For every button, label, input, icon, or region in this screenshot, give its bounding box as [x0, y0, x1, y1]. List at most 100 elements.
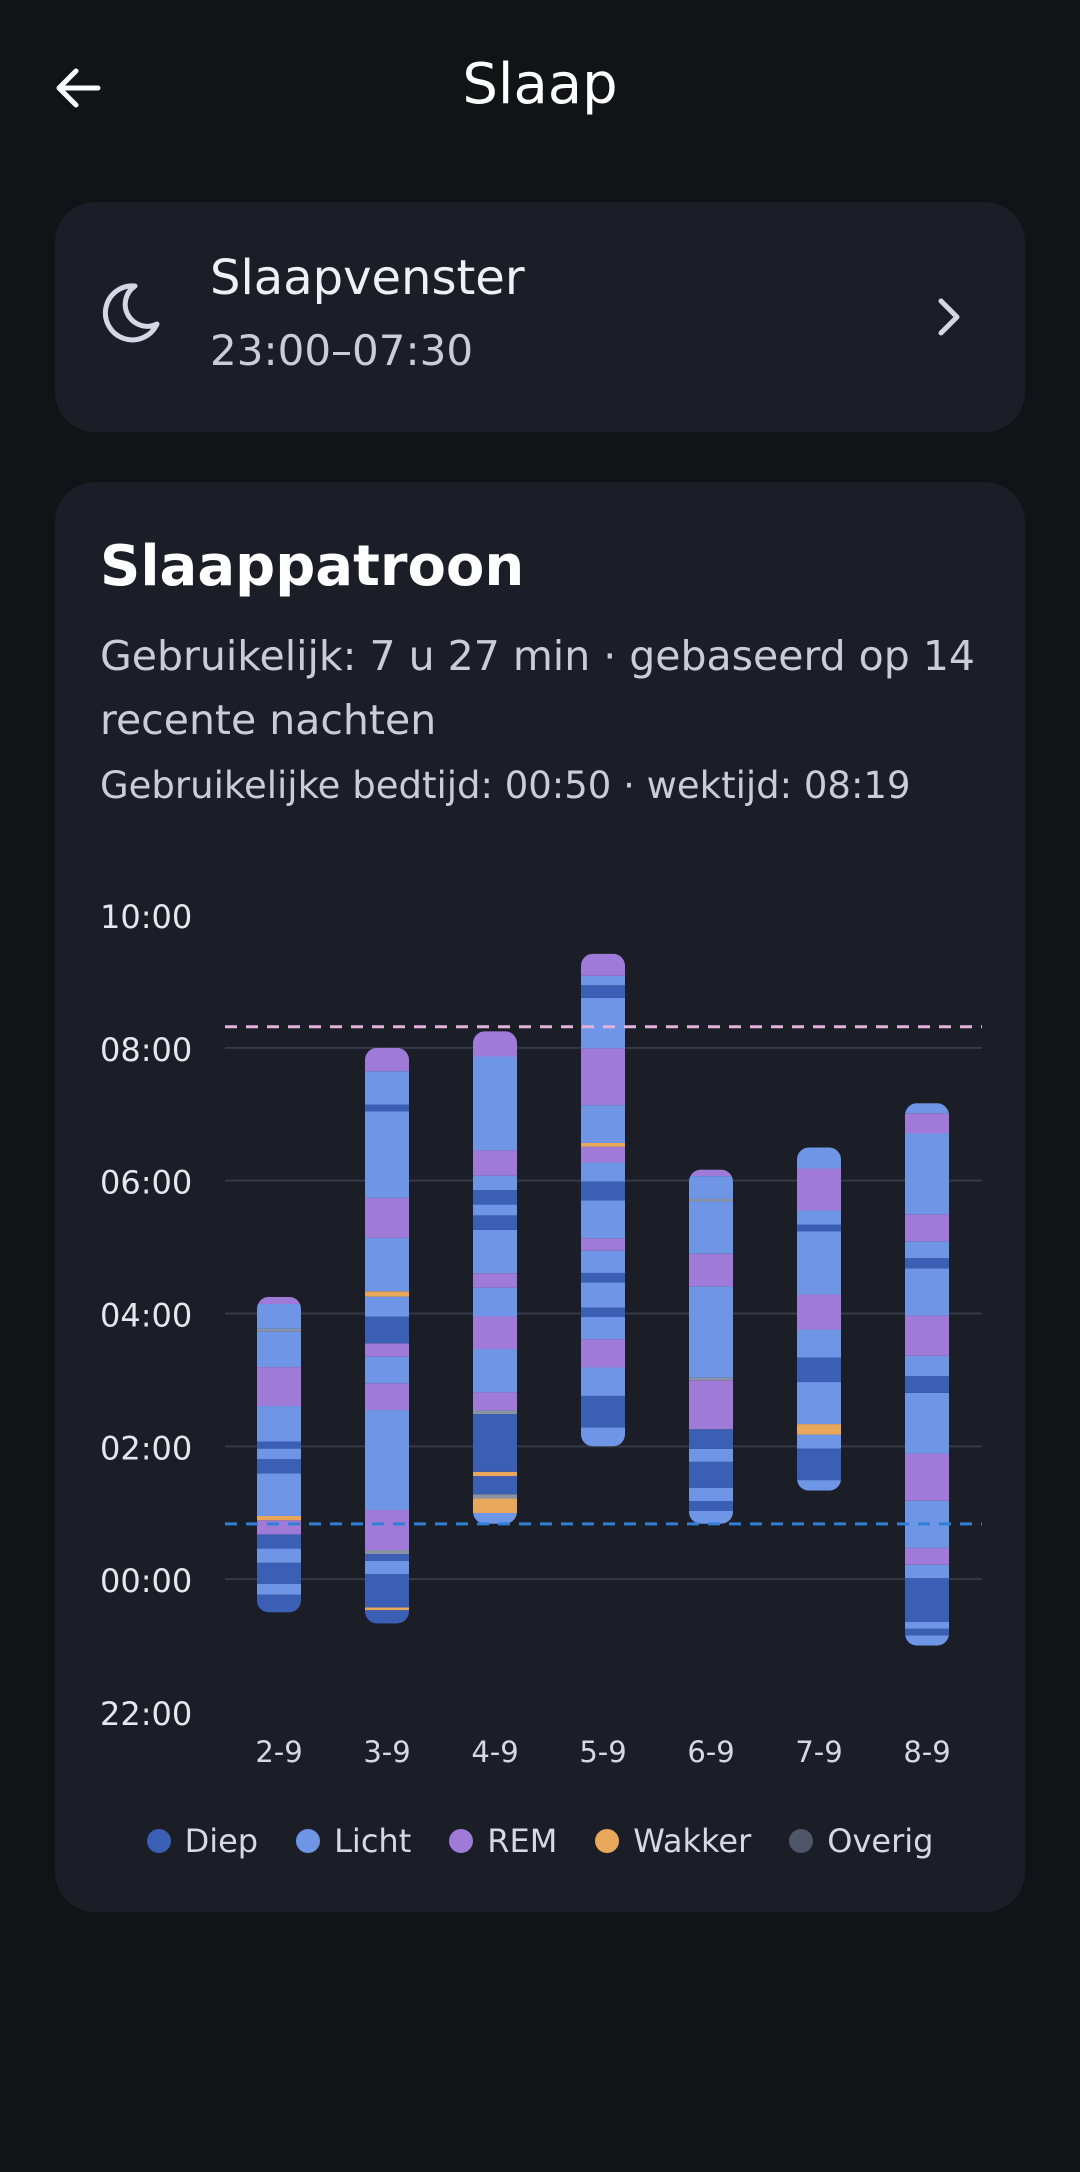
stage-segment-rem — [365, 1510, 409, 1551]
stage-segment-rem — [257, 1296, 301, 1304]
x-tick-label: 3-9 — [363, 1735, 410, 1769]
stage-segment-other — [473, 1494, 517, 1499]
stage-segment-light — [257, 1548, 301, 1563]
stage-segment-rem — [473, 1392, 517, 1411]
x-tick-label: 2-9 — [255, 1735, 302, 1769]
stage-segment-awake — [365, 1607, 409, 1611]
stage-segment-light — [581, 1250, 625, 1273]
stage-segment-light — [905, 1355, 949, 1377]
stage-segment-awake — [797, 1424, 841, 1435]
stage-segment-light — [797, 1147, 841, 1169]
sleep-window-time: 23:00–07:30 — [210, 326, 474, 375]
stage-segment-light — [905, 1103, 949, 1114]
stage-segment-light — [581, 975, 625, 986]
x-tick-label: 4-9 — [471, 1735, 518, 1769]
stage-segment-rem — [581, 953, 625, 976]
stage-segment-other — [689, 1377, 733, 1381]
stage-segment-light — [689, 1176, 733, 1199]
stage-segment-other — [257, 1328, 301, 1332]
stage-segment-deep — [581, 1307, 625, 1318]
stage-segment-light — [365, 1410, 409, 1511]
stage-segment-rem — [581, 1048, 625, 1106]
stage-segment-light — [365, 1111, 409, 1198]
stage-segment-awake — [473, 1498, 517, 1513]
legend-dot — [146, 1829, 171, 1853]
stage-segment-deep — [473, 1190, 517, 1205]
stage-segment-light — [797, 1231, 841, 1295]
stage-segment-deep — [257, 1534, 301, 1549]
legend-label: Wakker — [633, 1822, 752, 1860]
stage-segment-deep — [257, 1562, 301, 1585]
sleep-window-card[interactable] — [55, 202, 1025, 432]
stage-segment-light — [797, 1434, 841, 1449]
stage-segment-light — [905, 1133, 949, 1215]
stage-segment-rem — [473, 1273, 517, 1288]
back-button[interactable] — [40, 50, 116, 126]
stage-segment-light — [689, 1201, 733, 1254]
stage-segment-light — [257, 1584, 301, 1595]
stage-segment-light — [905, 1268, 949, 1316]
stage-segment-deep — [365, 1610, 409, 1624]
sleep-pattern-chart: 10:00 08:00 06:00 04:00 02:00 00:00 22:00 2-9 3-… — [100, 898, 982, 1769]
arrow-left-icon — [56, 68, 101, 108]
y-tick-label: 00:00 — [100, 1562, 192, 1600]
legend-label: Licht — [334, 1822, 412, 1860]
stage-segment-light — [257, 1473, 301, 1516]
stage-segment-deep — [905, 1258, 949, 1269]
stage-segment-rem — [797, 1294, 841, 1330]
stage-segment-light — [581, 997, 625, 1049]
night-bar — [689, 1169, 733, 1524]
stage-segment-deep — [473, 1215, 517, 1230]
stage-segment-light — [905, 1622, 949, 1629]
stage-segment-deep — [797, 1224, 841, 1232]
stage-segment-light — [473, 1349, 517, 1393]
stage-segment-rem — [365, 1343, 409, 1357]
stage-segment-deep — [689, 1429, 733, 1449]
stage-segment-rem — [905, 1214, 949, 1242]
legend-item-awake: Wakker — [595, 1822, 751, 1860]
usual-duration-text: Gebruikelijk: 7 u 27 min · gebaseerd op … — [100, 632, 975, 744]
night-bar — [797, 1147, 841, 1491]
stage-segment-deep — [473, 1414, 517, 1472]
stage-segment-light — [257, 1331, 301, 1368]
stage-segment-light — [689, 1510, 733, 1524]
stage-segment-rem — [581, 1238, 625, 1251]
stage-segment-light — [257, 1303, 301, 1329]
legend-label: Overig — [827, 1822, 934, 1860]
stage-segment-deep — [797, 1448, 841, 1481]
stage-segment-light — [689, 1448, 733, 1462]
sleep-pattern-card — [55, 482, 1025, 1912]
stage-segment-deep — [905, 1578, 949, 1623]
stage-segment-deep — [365, 1104, 409, 1112]
stage-segment-light — [365, 1237, 409, 1292]
legend-dot — [789, 1829, 814, 1853]
stage-segment-deep — [905, 1376, 949, 1393]
chart-legend: Diep Licht REM Wakker Overig — [55, 1822, 1025, 1860]
chevron-right-icon — [938, 298, 960, 336]
stage-segment-light — [581, 1105, 625, 1143]
stage-segment-deep — [257, 1441, 301, 1449]
stage-segment-rem — [905, 1113, 949, 1134]
x-tick-label: 8-9 — [903, 1735, 950, 1769]
stage-segment-rem — [365, 1047, 409, 1072]
stage-segment-awake — [257, 1515, 301, 1521]
stage-segment-deep — [257, 1459, 301, 1474]
stage-segment-deep — [689, 1461, 733, 1488]
night-bar — [473, 1031, 517, 1524]
stage-segment-light — [581, 1367, 625, 1396]
stage-segment-light — [905, 1392, 949, 1454]
legend-label: REM — [487, 1822, 558, 1860]
stage-segment-light — [797, 1382, 841, 1425]
usual-bed-wake-text: Gebruikelijke bedtijd: 00:50 · wektijd: … — [100, 764, 911, 807]
legend-item-rem: REM — [449, 1822, 557, 1860]
stage-segment-other — [689, 1198, 733, 1202]
legend-item-other: Overig — [789, 1822, 933, 1860]
stage-segment-awake — [473, 1471, 517, 1477]
stage-segment-light — [797, 1480, 841, 1491]
stage-segment-light — [689, 1487, 733, 1501]
sleep-window-title: Slaapvenster — [210, 250, 525, 306]
stage-segment-rem — [473, 1031, 517, 1057]
stage-segment-light — [365, 1296, 409, 1317]
stage-segment-other — [365, 1550, 409, 1555]
legend-label: Diep — [184, 1822, 259, 1860]
